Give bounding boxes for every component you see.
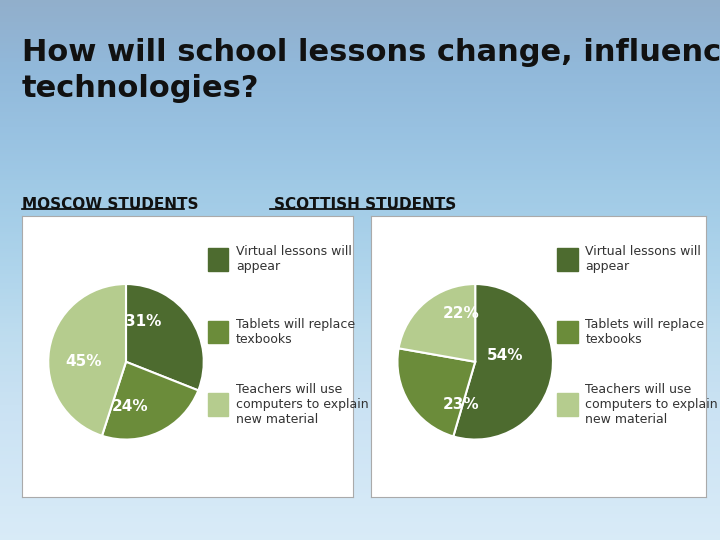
Wedge shape — [454, 284, 553, 440]
Text: 22%: 22% — [443, 306, 480, 321]
Bar — [208, 321, 228, 343]
Bar — [557, 393, 577, 416]
Wedge shape — [126, 284, 204, 390]
Bar — [557, 321, 577, 343]
Bar — [557, 248, 577, 271]
Bar — [208, 393, 228, 416]
Wedge shape — [397, 348, 475, 436]
Text: MOSCOW STUDENTS: MOSCOW STUDENTS — [22, 197, 198, 212]
Text: SCOTTISH STUDENTS: SCOTTISH STUDENTS — [274, 197, 456, 212]
Wedge shape — [399, 284, 475, 362]
Text: 54%: 54% — [487, 348, 523, 363]
Text: 31%: 31% — [125, 314, 161, 329]
Wedge shape — [102, 362, 198, 440]
Text: 23%: 23% — [443, 397, 480, 412]
Text: Virtual lessons will
appear: Virtual lessons will appear — [585, 245, 701, 273]
Text: 24%: 24% — [112, 400, 148, 414]
Text: How will school lessons change, influenced by future
technologies?: How will school lessons change, influenc… — [22, 38, 720, 103]
Text: 45%: 45% — [65, 354, 102, 369]
Text: Teachers will use
computers to explain
new material: Teachers will use computers to explain n… — [236, 383, 369, 426]
Wedge shape — [48, 284, 126, 436]
Text: Teachers will use
computers to explain
new material: Teachers will use computers to explain n… — [585, 383, 718, 426]
Text: Tablets will replace
texbooks: Tablets will replace texbooks — [585, 318, 704, 346]
Text: Tablets will replace
texbooks: Tablets will replace texbooks — [236, 318, 355, 346]
Text: Virtual lessons will
appear: Virtual lessons will appear — [236, 245, 352, 273]
Bar — [208, 248, 228, 271]
